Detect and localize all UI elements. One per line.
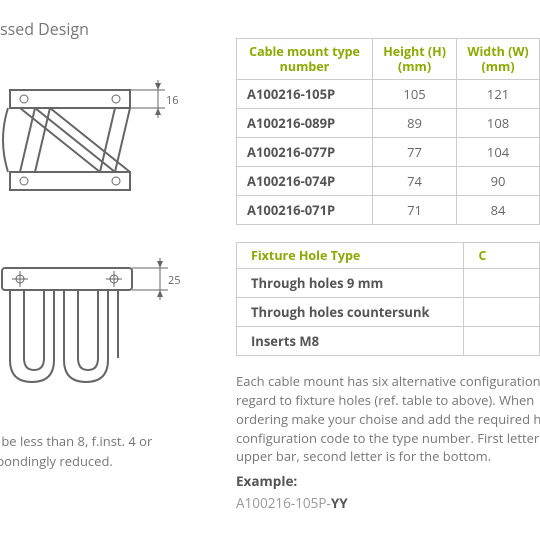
col-height: Height (H)(mm): [373, 39, 457, 80]
table-row: A100216-077P77104: [237, 138, 540, 167]
fixture-hole-rows: Through holes 9 mmThrough holes counters…: [237, 269, 540, 356]
drawing-top-view: 25: [0, 240, 200, 410]
dim-height-bar-bottom: 25: [168, 273, 181, 288]
table-row: Through holes countersunk: [237, 298, 540, 327]
fixture-hole-table: Fixture Hole Type C Through holes 9 mmTh…: [236, 242, 540, 356]
dim-height-bar-top: 16: [166, 93, 179, 108]
drawing-side-view: 16: [0, 60, 200, 220]
table-row: A100216-074P7490: [237, 167, 540, 196]
col-fixture-c: C: [464, 243, 540, 269]
page-title: ssed Design: [0, 18, 89, 40]
cable-mount-table: Cable mount typenumber Height (H)(mm) Wi…: [236, 38, 540, 225]
description-text: Each cable mount has six alternative con…: [236, 372, 540, 466]
col-width: Width (W)(mm): [457, 39, 540, 80]
col-type-number: Cable mount typenumber: [237, 39, 373, 80]
col-fixture-type: Fixture Hole Type: [237, 243, 464, 269]
table-row: Inserts M8: [237, 327, 540, 356]
table-row: A100216-105P105121: [237, 80, 540, 109]
example-code: A100216-105P-YY: [236, 494, 348, 512]
table-row: Through holes 9 mm: [237, 269, 540, 298]
cable-mount-rows: A100216-105P105121A100216-089P89108A1002…: [237, 80, 540, 225]
example-label: Example:: [236, 472, 297, 490]
footnote-text: n be less than 8, f.inst. 4 or spondingl…: [0, 432, 210, 471]
table-row: A100216-071P7184: [237, 196, 540, 225]
table-row: A100216-089P89108: [237, 109, 540, 138]
